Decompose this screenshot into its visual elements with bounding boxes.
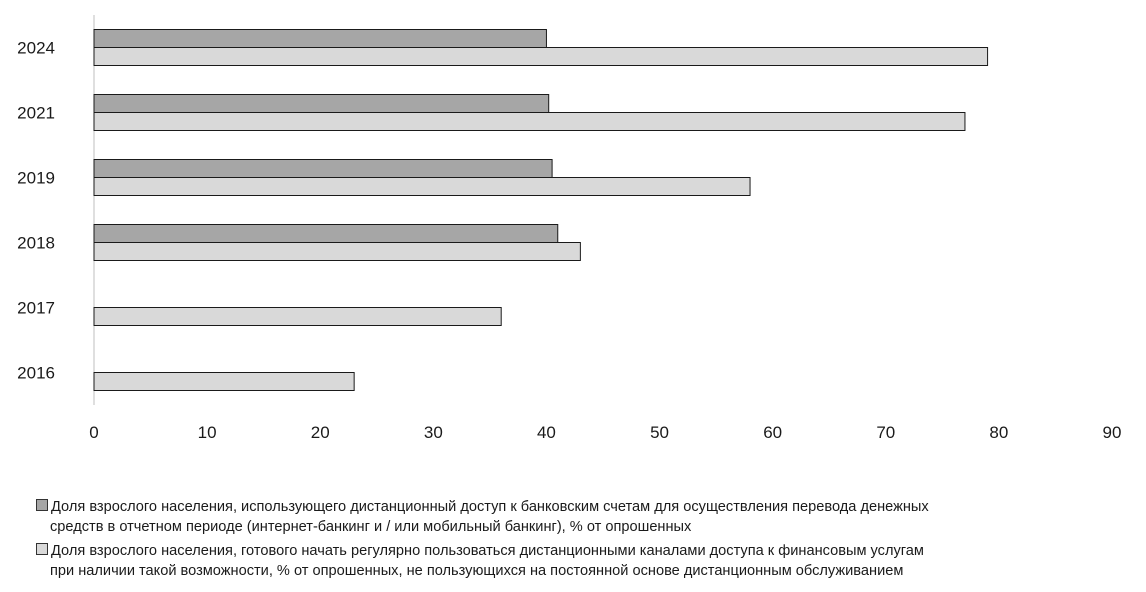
y-tick-label: 2018	[17, 234, 55, 253]
bar-series-1-2024	[93, 29, 547, 48]
y-tick-label: 2016	[17, 364, 55, 383]
y-tick-labels: 2024 2021 2019 2018 2017 2016	[17, 39, 55, 383]
x-tick-label: 50	[650, 423, 669, 442]
x-tick-label: 10	[198, 423, 217, 442]
x-tick-labels: 0 10 20 30 40 50 60 70 80 90	[89, 423, 1121, 442]
bar-series-2-2017	[93, 307, 502, 326]
x-tick-label: 80	[989, 423, 1008, 442]
legend: Доля взрослого населения, использующего …	[36, 497, 1144, 585]
legend-label-series-2-line-2: при наличии такой возможности, % от опро…	[50, 563, 904, 579]
x-tick-label: 90	[1103, 423, 1122, 442]
bar-series-2-2016	[93, 372, 355, 391]
bar-series-1-2019	[93, 159, 553, 178]
y-tick-label: 2021	[17, 104, 55, 123]
legend-swatch-series-2	[36, 543, 48, 555]
bar-series-1-2018	[93, 224, 559, 243]
x-tick-label: 60	[763, 423, 782, 442]
bars-group	[93, 29, 989, 391]
legend-label-series-1-line-1: Доля взрослого населения, использующего …	[51, 499, 929, 515]
x-tick-label: 30	[424, 423, 443, 442]
bar-series-2-2021	[93, 112, 966, 131]
legend-item-series-2: Доля взрослого населения, готового начат…	[36, 541, 1144, 581]
y-tick-label: 2019	[17, 169, 55, 188]
x-tick-label: 20	[311, 423, 330, 442]
bar-series-2-2018	[93, 242, 581, 261]
legend-label-series-2-line-1: Доля взрослого населения, готового начат…	[51, 543, 924, 559]
y-tick-label: 2024	[17, 39, 55, 58]
y-tick-label: 2017	[17, 299, 55, 318]
bar-series-2-2024	[93, 47, 989, 66]
bar-series-2-2019	[93, 177, 751, 196]
legend-label-series-1-line-2: средств в отчетном периоде (интернет-бан…	[50, 519, 692, 535]
x-tick-label: 40	[537, 423, 556, 442]
bar-chart: 2024 2021 2019 2018 2017 2016 0 10 20 30 40 50 60 70…	[17, 15, 1121, 442]
legend-swatch-series-1	[36, 499, 48, 511]
chart-area: 2024 2021 2019 2018 2017 2016 0 10 20 30 40 50 60 70…	[17, 15, 1121, 442]
legend-item-series-1: Доля взрослого населения, использующего …	[36, 497, 1144, 537]
bar-series-1-2021	[93, 94, 550, 113]
x-tick-label: 70	[876, 423, 895, 442]
x-tick-label: 0	[89, 423, 98, 442]
